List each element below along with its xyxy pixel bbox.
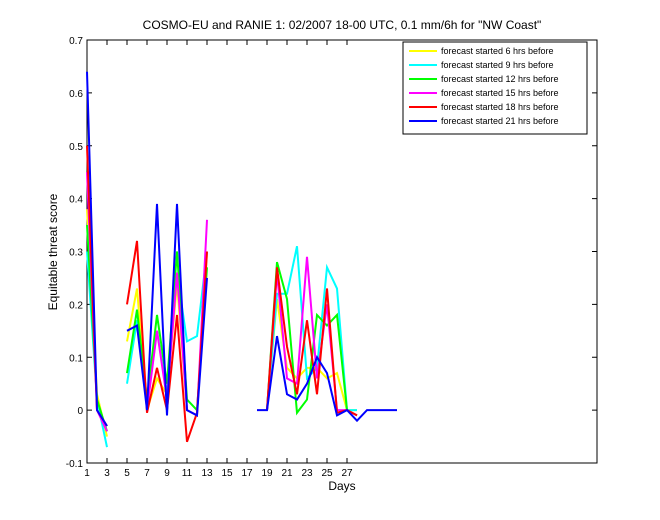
y-tick-label: 0.6 [69, 89, 83, 100]
y-tick-label: 0.5 [69, 142, 83, 153]
legend-label: forecast started 12 hrs before [441, 74, 559, 84]
x-tick-label: 23 [301, 468, 313, 479]
y-tick-label: -0.1 [66, 459, 84, 470]
y-tick-label: 0.7 [69, 36, 83, 47]
x-axis-label: Days [328, 479, 355, 493]
legend-label: forecast started 18 hrs before [441, 102, 559, 112]
y-tick-label: 0.2 [69, 300, 83, 311]
legend-label: forecast started 6 hrs before [441, 46, 554, 56]
legend-label: forecast started 15 hrs before [441, 88, 559, 98]
chart-title: COSMO-EU and RANIE 1: 02/2007 18-00 UTC,… [143, 18, 542, 32]
y-axis-label: Equitable threat score [46, 193, 60, 310]
y-tick-label: 0 [77, 406, 83, 417]
legend-box [402, 41, 588, 135]
x-tick-label: 15 [221, 468, 233, 479]
x-tick-label: 21 [281, 468, 293, 479]
x-tick-label: 17 [241, 468, 253, 479]
series-line [86, 71, 397, 427]
legend-label: forecast started 21 hrs before [441, 116, 559, 126]
y-tick-label: 0.1 [69, 353, 83, 364]
x-tick-label: 3 [104, 468, 110, 479]
x-tick-label: 5 [124, 468, 130, 479]
x-tick-label: 11 [182, 468, 193, 479]
legend-label: forecast started 9 hrs before [441, 60, 554, 70]
y-tick-label: 0.3 [69, 248, 83, 259]
x-tick-label: 9 [164, 468, 170, 479]
x-tick-label: 19 [261, 468, 273, 479]
y-tick-label: 0.4 [69, 195, 83, 206]
x-tick-label: 1 [84, 468, 90, 479]
x-tick-label: 7 [144, 468, 150, 479]
x-tick-label: 25 [321, 468, 333, 479]
x-tick-label: 27 [341, 468, 353, 479]
x-tick-label: 13 [201, 468, 213, 479]
